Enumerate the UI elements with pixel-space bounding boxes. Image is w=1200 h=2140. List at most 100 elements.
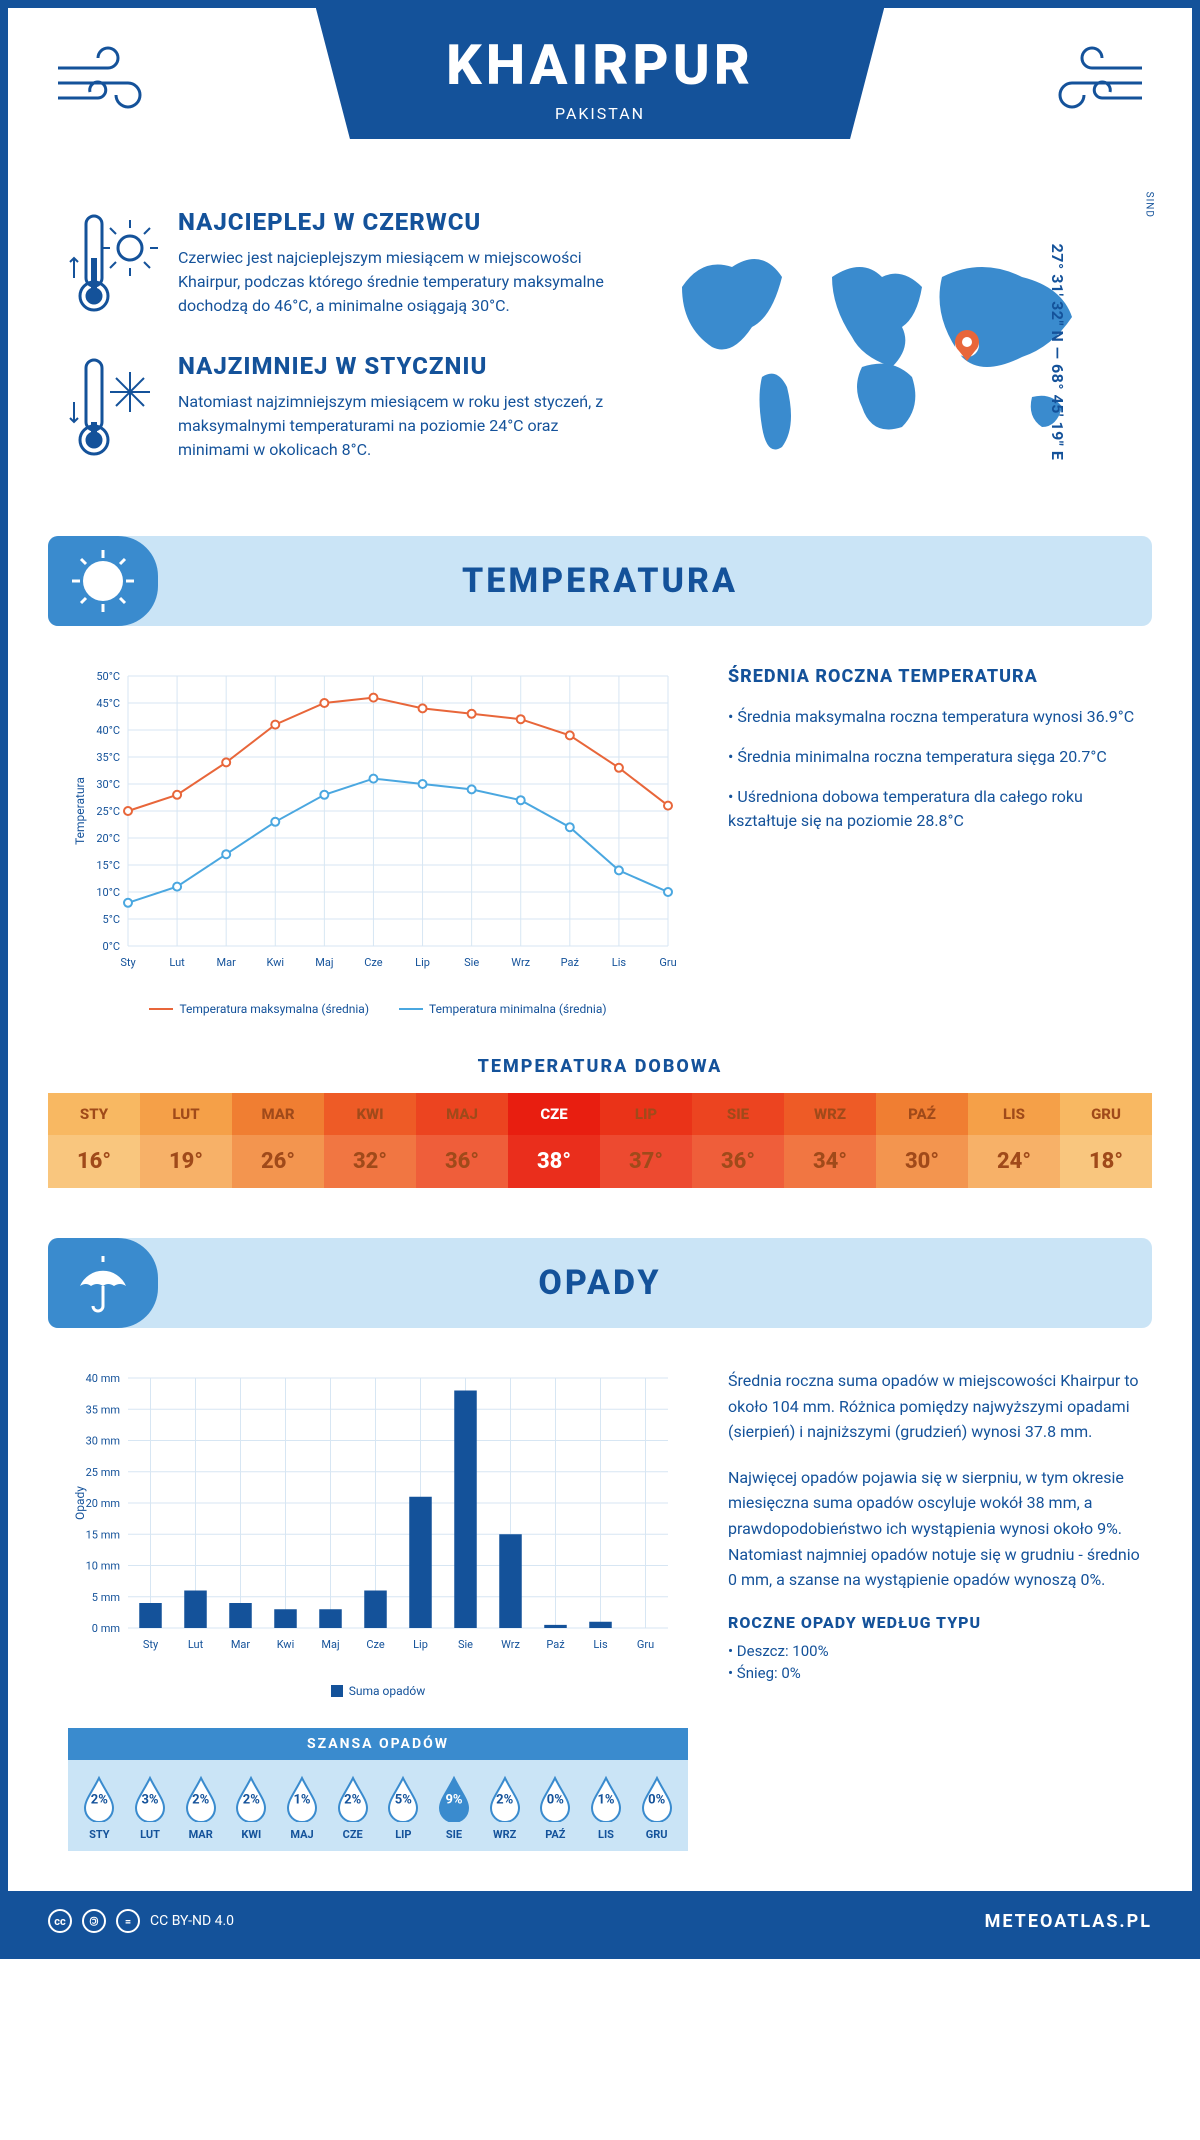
chance-cell: 2% MAR: [177, 1774, 224, 1841]
city-title: KHAIRPUR: [316, 32, 884, 98]
svg-text:0 mm: 0 mm: [92, 1622, 120, 1635]
svg-text:10 mm: 10 mm: [86, 1560, 120, 1573]
header-banner: KHAIRPUR PAKISTAN: [316, 8, 884, 139]
raindrop-icon: 3%: [131, 1774, 169, 1822]
daily-cell: PAŹ 30°: [876, 1093, 968, 1188]
svg-text:10°C: 10°C: [96, 886, 120, 899]
svg-text:Paź: Paź: [561, 956, 580, 969]
svg-text:Opady: Opady: [73, 1486, 87, 1520]
svg-text:Wrz: Wrz: [501, 1638, 520, 1651]
daily-cell: MAR 26°: [232, 1093, 324, 1188]
temperature-content: 0°C5°C10°C15°C20°C25°C30°C35°C40°C45°C50…: [8, 626, 1192, 1046]
svg-text:25 mm: 25 mm: [86, 1466, 120, 1479]
umbrella-icon: [48, 1238, 158, 1328]
svg-text:Lis: Lis: [593, 1638, 608, 1651]
daily-cell: LUT 19°: [140, 1093, 232, 1188]
thermometer-hot-icon: [68, 208, 158, 322]
chance-cell: 9% SIE: [431, 1774, 478, 1841]
daily-temp-grid: STY 16° LUT 19° MAR 26° KWI 32° MAJ 36° …: [48, 1093, 1152, 1188]
infographic-frame: KHAIRPUR PAKISTAN NAJCIEPLEJ W CZERWCU C…: [0, 0, 1200, 1959]
raindrop-icon: 2%: [334, 1774, 372, 1822]
precip-chance-box: SZANSA OPADÓW 2% STY 3% LUT 2% MAR 2%: [68, 1728, 688, 1851]
svg-text:0°C: 0°C: [103, 940, 120, 953]
svg-text:40 mm: 40 mm: [86, 1372, 120, 1385]
precip-types-box: ROCZNE OPADY WEDŁUG TYPU • Deszcz: 100% …: [728, 1613, 1148, 1682]
svg-text:Cze: Cze: [364, 956, 383, 969]
daily-cell: WRZ 34°: [784, 1093, 876, 1188]
precip-chance-title: SZANSA OPADÓW: [68, 1728, 688, 1760]
chance-cell: 2% KWI: [228, 1774, 275, 1841]
chance-cell: 1% MAJ: [279, 1774, 326, 1841]
svg-text:Sie: Sie: [464, 956, 479, 969]
svg-text:35°C: 35°C: [96, 751, 120, 764]
intro-left: NAJCIEPLEJ W CZERWCU Czerwiec jest najci…: [68, 208, 612, 496]
hottest-block: NAJCIEPLEJ W CZERWCU Czerwiec jest najci…: [68, 208, 612, 322]
header: KHAIRPUR PAKISTAN: [8, 8, 1192, 188]
legend-max-label: Temperatura maksymalna (średnia): [179, 1002, 369, 1016]
svg-text:Sty: Sty: [120, 956, 136, 969]
temperature-section-bar: TEMPERATURA: [48, 536, 1152, 626]
svg-text:Lip: Lip: [415, 956, 430, 969]
raindrop-icon: 0%: [536, 1774, 574, 1822]
hottest-text: Czerwiec jest najcieplejszym miesiącem w…: [178, 246, 612, 318]
svg-text:Wrz: Wrz: [511, 956, 530, 969]
daily-cell: LIS 24°: [968, 1093, 1060, 1188]
svg-text:15 mm: 15 mm: [86, 1528, 120, 1541]
raindrop-icon: 2%: [182, 1774, 220, 1822]
precip-legend: Suma opadów: [68, 1684, 688, 1698]
temperature-title: TEMPERATURA: [462, 561, 738, 601]
footer-license: cc 🄯 = CC BY-ND 4.0: [48, 1909, 234, 1933]
world-map-container: SIND 27° 31' 32" N — 68° 45' 19" E: [652, 208, 1132, 496]
svg-text:40°C: 40°C: [96, 724, 120, 737]
svg-text:Lut: Lut: [169, 956, 185, 969]
sun-icon: [48, 536, 158, 626]
precip-title: OPADY: [538, 1263, 661, 1303]
chance-cell: 1% LIS: [583, 1774, 630, 1841]
svg-text:Sie: Sie: [458, 1638, 473, 1651]
chance-cell: 0% GRU: [633, 1774, 680, 1841]
svg-text:45°C: 45°C: [96, 697, 120, 710]
daily-temp-title: TEMPERATURA DOBOWA: [8, 1056, 1192, 1077]
nd-icon: =: [116, 1909, 140, 1933]
daily-cell: KWI 32°: [324, 1093, 416, 1188]
license-text: CC BY-ND 4.0: [150, 1913, 234, 1929]
svg-text:Mar: Mar: [217, 956, 237, 969]
daily-cell: LIP 37°: [600, 1093, 692, 1188]
svg-text:30 mm: 30 mm: [86, 1435, 120, 1448]
wind-icon-right: [1032, 38, 1152, 122]
raindrop-icon: 0%: [638, 1774, 676, 1822]
raindrop-icon: 5%: [384, 1774, 422, 1822]
precip-type-item: • Śnieg: 0%: [728, 1664, 1148, 1682]
svg-text:Maj: Maj: [321, 1638, 339, 1651]
svg-text:30°C: 30°C: [96, 778, 120, 791]
svg-text:25°C: 25°C: [96, 805, 120, 818]
svg-text:5 mm: 5 mm: [92, 1591, 120, 1604]
raindrop-icon: 1%: [587, 1774, 625, 1822]
chance-cell: 5% LIP: [380, 1774, 427, 1841]
svg-text:15°C: 15°C: [96, 859, 120, 872]
svg-text:Kwi: Kwi: [277, 1638, 295, 1651]
precip-types-title: ROCZNE OPADY WEDŁUG TYPU: [728, 1613, 1148, 1632]
coldest-text: Natomiast najzimniejszym miesiącem w rok…: [178, 390, 612, 462]
annual-temp-box: ŚREDNIA ROCZNA TEMPERATURA • Średnia mak…: [728, 666, 1148, 1016]
chance-cell: 3% LUT: [127, 1774, 174, 1841]
raindrop-icon: 2%: [486, 1774, 524, 1822]
svg-text:Gru: Gru: [637, 1638, 654, 1651]
daily-cell: SIE 36°: [692, 1093, 784, 1188]
coldest-block: NAJZIMNIEJ W STYCZNIU Natomiast najzimni…: [68, 352, 612, 466]
raindrop-icon: 2%: [232, 1774, 270, 1822]
svg-text:5°C: 5°C: [103, 913, 120, 926]
svg-text:Gru: Gru: [659, 956, 676, 969]
raindrop-icon: 1%: [283, 1774, 321, 1822]
svg-text:35 mm: 35 mm: [86, 1403, 120, 1416]
daily-cell: CZE 38°: [508, 1093, 600, 1188]
country-subtitle: PAKISTAN: [316, 104, 884, 123]
coldest-title: NAJZIMNIEJ W STYCZNIU: [178, 352, 612, 380]
svg-text:Kwi: Kwi: [267, 956, 285, 969]
temperature-legend: Temperatura maksymalna (średnia) Tempera…: [68, 1002, 688, 1016]
chance-cell: 2% WRZ: [481, 1774, 528, 1841]
temperature-chart: 0°C5°C10°C15°C20°C25°C30°C35°C40°C45°C50…: [68, 666, 688, 1016]
raindrop-icon: 9%: [435, 1774, 473, 1822]
daily-cell: GRU 18°: [1060, 1093, 1152, 1188]
thermometer-cold-icon: [68, 352, 158, 466]
